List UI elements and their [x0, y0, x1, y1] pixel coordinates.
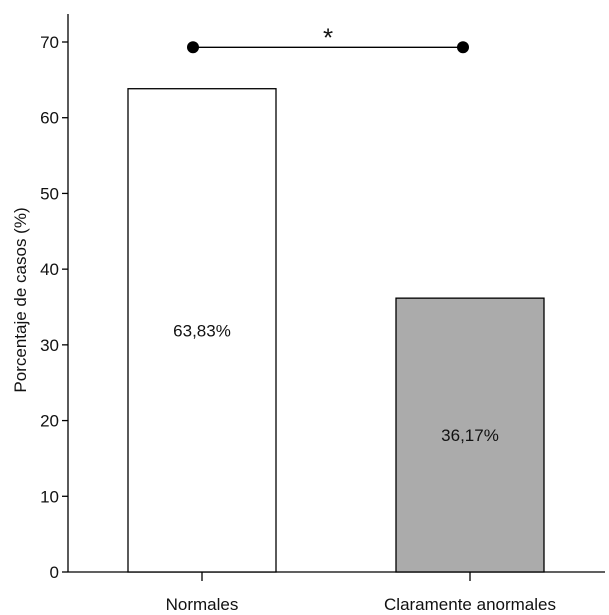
y-tick-label: 10	[40, 487, 59, 506]
y-tick-label: 60	[40, 109, 59, 128]
y-tick-label: 30	[40, 336, 59, 355]
y-tick-label: 0	[50, 563, 59, 582]
plot-area: 0 10 20 30 40 50 60 70 63,83% Normales 36,17% Clara…	[40, 14, 605, 614]
y-tick-label: 40	[40, 260, 59, 279]
significance-marker: *	[323, 22, 333, 52]
y-tick-label: 50	[40, 184, 59, 203]
bar-value-label: 36,17%	[441, 426, 499, 445]
bar	[395, 297, 545, 573]
x-tick-label: Claramente anormales	[384, 595, 556, 614]
x-tick-label: Normales	[166, 595, 239, 614]
y-tick-label: 70	[40, 33, 59, 52]
bar	[127, 88, 277, 573]
bar-value-label: 63,83%	[173, 321, 231, 340]
significance-endpoint	[187, 41, 199, 54]
y-tick-label: 20	[40, 412, 59, 431]
y-axis-title: Porcentaje de casos (%)	[11, 207, 30, 392]
significance-endpoint	[457, 41, 469, 54]
